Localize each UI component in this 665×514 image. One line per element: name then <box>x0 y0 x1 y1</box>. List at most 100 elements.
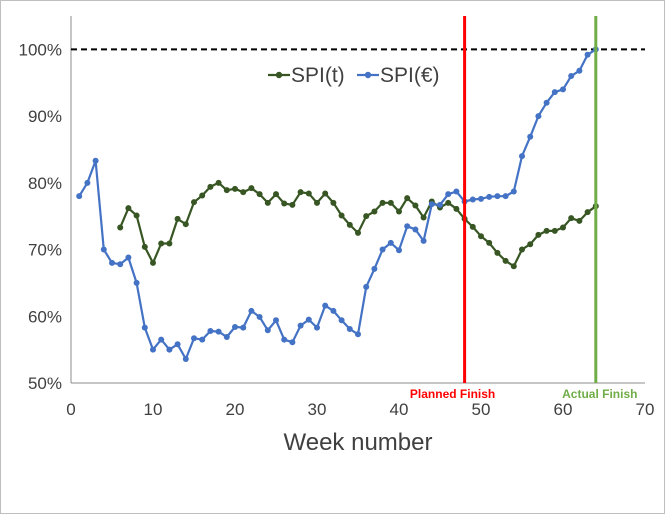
data-point <box>133 279 140 286</box>
data-point <box>141 324 148 331</box>
series-spi-t <box>117 179 599 270</box>
data-point <box>535 113 542 120</box>
data-point <box>568 215 575 222</box>
data-point <box>576 217 583 224</box>
data-point <box>158 240 165 247</box>
data-point <box>256 191 263 198</box>
data-point <box>215 328 222 335</box>
x-tick-label: 10 <box>144 400 163 419</box>
data-point <box>396 247 402 254</box>
data-point <box>141 243 148 250</box>
data-point <box>527 133 534 140</box>
data-point <box>158 336 165 343</box>
data-point <box>502 257 509 264</box>
actual-finish-label: Actual Finish <box>562 387 637 401</box>
data-point <box>125 205 132 212</box>
data-point <box>510 188 517 195</box>
data-point <box>519 153 525 160</box>
data-point <box>510 263 517 270</box>
data-point <box>92 157 99 164</box>
data-point <box>363 283 370 290</box>
data-point <box>469 196 476 203</box>
data-point <box>240 189 247 196</box>
data-point <box>100 246 107 253</box>
data-point <box>584 209 591 216</box>
data-point <box>330 307 337 314</box>
data-point <box>584 51 591 58</box>
data-point <box>379 199 386 206</box>
data-point <box>371 265 378 272</box>
data-point <box>346 221 353 228</box>
legend-swatch-marker <box>364 71 372 79</box>
data-point <box>273 317 279 324</box>
data-point <box>420 237 427 244</box>
data-point <box>289 201 296 208</box>
data-point <box>445 199 452 206</box>
data-point <box>84 179 91 186</box>
data-point <box>535 231 542 238</box>
data-point <box>560 224 566 231</box>
data-point <box>215 179 222 186</box>
data-point <box>404 223 411 230</box>
data-point <box>568 73 575 80</box>
legend-label: SPI(t) <box>291 64 345 87</box>
x-tick-label: 40 <box>390 400 409 419</box>
y-tick-label: 60% <box>28 307 62 326</box>
data-point <box>355 331 361 338</box>
data-point <box>412 202 419 209</box>
data-point <box>248 185 255 192</box>
data-point <box>223 333 230 340</box>
data-point <box>240 324 247 331</box>
data-point <box>396 208 402 215</box>
data-point <box>387 239 394 246</box>
data-point <box>297 189 304 196</box>
y-tick-label: 70% <box>28 241 62 260</box>
x-tick-label: 30 <box>308 400 327 419</box>
data-point <box>453 205 460 212</box>
data-point <box>494 193 501 200</box>
data-point <box>478 233 484 240</box>
data-point <box>305 190 312 197</box>
x-tick-label: 50 <box>472 400 491 419</box>
data-point <box>273 191 279 198</box>
x-tick-label: 70 <box>636 400 655 419</box>
data-point <box>322 302 329 309</box>
data-point <box>150 259 156 266</box>
data-point <box>404 195 411 202</box>
data-point <box>166 346 173 353</box>
y-tick-label: 100% <box>19 40 62 59</box>
data-point <box>346 325 353 332</box>
data-point <box>314 199 320 206</box>
data-point <box>355 229 361 236</box>
data-point <box>264 199 271 206</box>
x-tick-labels: 0 10 20 30 40 50 60 70 <box>66 400 654 419</box>
data-point <box>264 327 271 334</box>
y-tick-label: 50% <box>28 374 62 393</box>
data-point <box>338 317 345 324</box>
data-point <box>576 67 583 74</box>
data-point <box>199 192 206 199</box>
data-point <box>191 199 197 206</box>
data-point <box>428 201 435 208</box>
data-point <box>387 199 394 206</box>
data-point <box>551 89 558 96</box>
data-point <box>174 215 181 222</box>
data-point <box>486 239 493 246</box>
data-point <box>551 227 558 234</box>
series-group <box>76 46 599 362</box>
series-spi-eur <box>76 46 599 362</box>
y-tick-labels: 50% 60% 70% 80% 90% 100% <box>19 40 62 393</box>
data-point <box>133 212 140 219</box>
data-point <box>527 241 534 248</box>
data-point <box>150 346 156 353</box>
data-point <box>420 214 427 221</box>
data-point <box>182 355 189 362</box>
data-point <box>174 341 181 348</box>
data-point <box>412 226 419 233</box>
series-line <box>119 181 597 268</box>
planned-finish-label: Planned Finish <box>410 387 495 401</box>
data-point <box>207 183 214 190</box>
x-tick-label: 20 <box>226 400 245 419</box>
data-point <box>223 187 230 194</box>
y-tick-label: 90% <box>28 107 62 126</box>
